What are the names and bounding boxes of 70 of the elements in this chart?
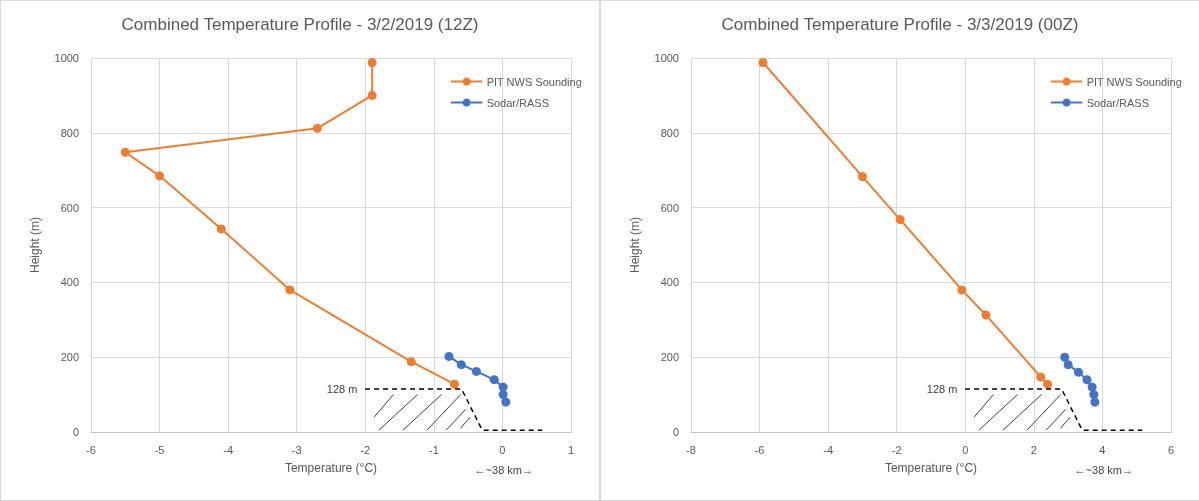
legend-label: PIT NWS Sounding <box>1086 75 1182 88</box>
x-tick-label: 4 <box>1099 443 1106 456</box>
chart-title: Combined Temperature Profile - 3/2/2019 (12Z) <box>121 15 479 34</box>
y-tick-label: 400 <box>60 276 79 289</box>
y-tick-label: 800 <box>660 126 679 139</box>
point <box>367 57 377 67</box>
point <box>406 357 416 367</box>
x-tick-label: 1 <box>567 443 575 456</box>
point <box>1063 360 1073 370</box>
x-tick-label: -6 <box>86 443 96 456</box>
y-tick-label: 1000 <box>654 52 679 64</box>
y-tick-label: 200 <box>60 351 79 364</box>
x-axis-title: Temperature (°C) <box>284 461 378 475</box>
x-tick-label: -3 <box>291 443 302 456</box>
text: ←~38 km→ <box>1074 464 1133 476</box>
point <box>444 351 454 361</box>
x-tick-label: -8 <box>686 443 696 456</box>
x-tick-label: -5 <box>154 443 165 456</box>
point <box>120 147 130 157</box>
x-tick-label: -4 <box>223 443 234 456</box>
legend-label: PIT NWS Sounding <box>486 75 582 88</box>
x-tick-label: 6 <box>1167 443 1175 456</box>
y-axis-title: Height (m) <box>28 216 42 274</box>
point <box>1089 390 1099 400</box>
text: ←~38 km→ <box>474 464 533 476</box>
x-tick-label: -6 <box>754 443 765 456</box>
legend-label: Sodar/RASS <box>1086 96 1149 109</box>
point <box>1090 397 1100 407</box>
x-tick-label: -2 <box>360 443 371 456</box>
x-tick-label: 0 <box>499 443 506 456</box>
x-tick-label: -1 <box>428 443 439 456</box>
point <box>1082 375 1092 385</box>
point <box>1036 372 1046 382</box>
y-tick-label: 600 <box>660 201 679 214</box>
annotation: 128 m <box>926 382 958 395</box>
point <box>758 57 768 67</box>
point <box>1073 367 1083 377</box>
point <box>1043 379 1053 389</box>
legend-label: Sodar/RASS <box>486 96 549 109</box>
y-tick-label: 1000 <box>54 52 79 64</box>
point <box>1060 352 1070 362</box>
y-axis-title: Height (m) <box>628 216 642 274</box>
point <box>489 375 499 385</box>
chart-title: Combined Temperature Profile - 3/3/2019 (00Z) <box>721 15 1079 34</box>
annotation: 128 m <box>326 382 358 395</box>
x-tick-label: 0 <box>962 443 969 456</box>
y-tick-label: 400 <box>660 276 679 289</box>
point <box>981 310 991 320</box>
point <box>449 379 459 389</box>
point <box>857 172 867 182</box>
x-tick-label: 2 <box>1030 443 1037 456</box>
point <box>501 397 511 407</box>
point <box>285 285 295 295</box>
point <box>312 123 322 133</box>
y-tick-label: 600 <box>60 201 79 214</box>
point <box>471 366 481 376</box>
point <box>895 215 905 225</box>
y-tick-label: 0 <box>672 426 679 438</box>
point <box>957 285 967 295</box>
point <box>155 171 165 181</box>
y-tick-label: 800 <box>60 126 79 139</box>
x-tick-label: -2 <box>891 443 902 456</box>
point <box>456 360 466 370</box>
y-tick-label: 200 <box>660 351 679 364</box>
point <box>216 224 226 234</box>
point <box>367 90 377 100</box>
x-tick-label: -4 <box>823 443 834 456</box>
y-tick-label: 0 <box>72 426 79 438</box>
point <box>498 390 508 400</box>
x-axis-title: Temperature (°C) <box>884 461 978 475</box>
